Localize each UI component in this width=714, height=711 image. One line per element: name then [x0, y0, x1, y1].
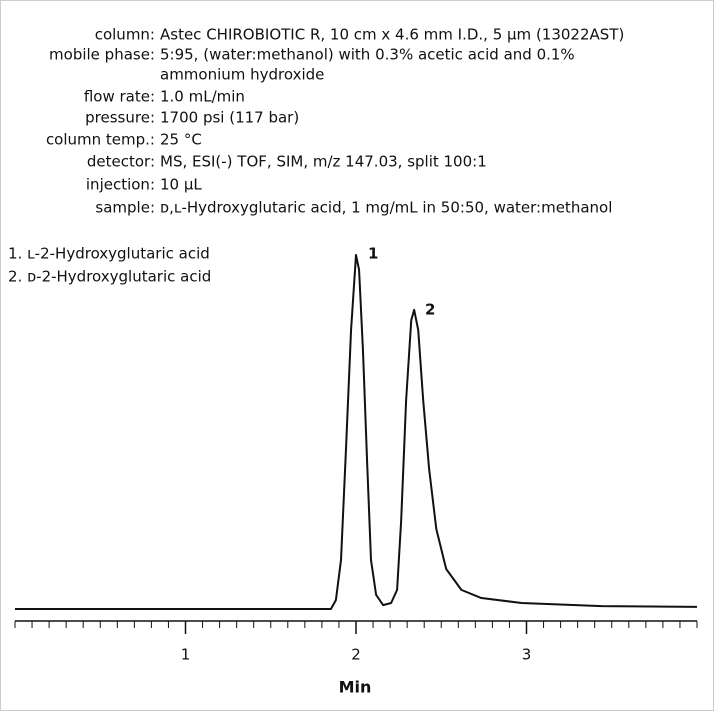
condition-label: flow rate:	[84, 88, 155, 106]
condition-label: injection:	[86, 176, 155, 194]
condition-value: 10 µL	[160, 176, 202, 194]
condition-value: 5:95, (water:methanol) with 0.3% acetic …	[160, 46, 575, 64]
legend-entry: 1. ʟ-2-Hydroxyglutaric acid	[8, 245, 210, 263]
condition-label: column temp.:	[46, 131, 155, 149]
condition-value: 1700 psi (117 bar)	[160, 109, 299, 127]
x-tick-label: 1	[181, 646, 191, 664]
condition-value: ᴅ,ʟ-Hydroxyglutaric acid, 1 mg/mL in 50:…	[160, 199, 612, 217]
peak-label: 2	[425, 301, 435, 319]
x-axis-label: Min	[339, 678, 372, 697]
condition-label: pressure:	[85, 109, 155, 127]
condition-label: mobile phase:	[49, 46, 155, 64]
peak-label: 1	[368, 245, 378, 263]
condition-value: 25 °C	[160, 131, 202, 149]
condition-label: column:	[95, 26, 155, 44]
legend-entry: 2. ᴅ-2-Hydroxyglutaric acid	[8, 268, 211, 286]
condition-label: sample:	[95, 199, 155, 217]
x-tick-label: 3	[522, 646, 532, 664]
condition-value: MS, ESI(-) TOF, SIM, m/z 147.03, split 1…	[160, 153, 487, 171]
condition-value: Astec CHIROBIOTIC R, 10 cm x 4.6 mm I.D.…	[160, 26, 624, 44]
trace	[15, 254, 698, 610]
condition-value: ammonium hydroxide	[160, 66, 324, 84]
x-tick-label: 2	[351, 646, 361, 664]
condition-label: detector:	[87, 153, 155, 171]
condition-value: 1.0 mL/min	[160, 88, 245, 106]
